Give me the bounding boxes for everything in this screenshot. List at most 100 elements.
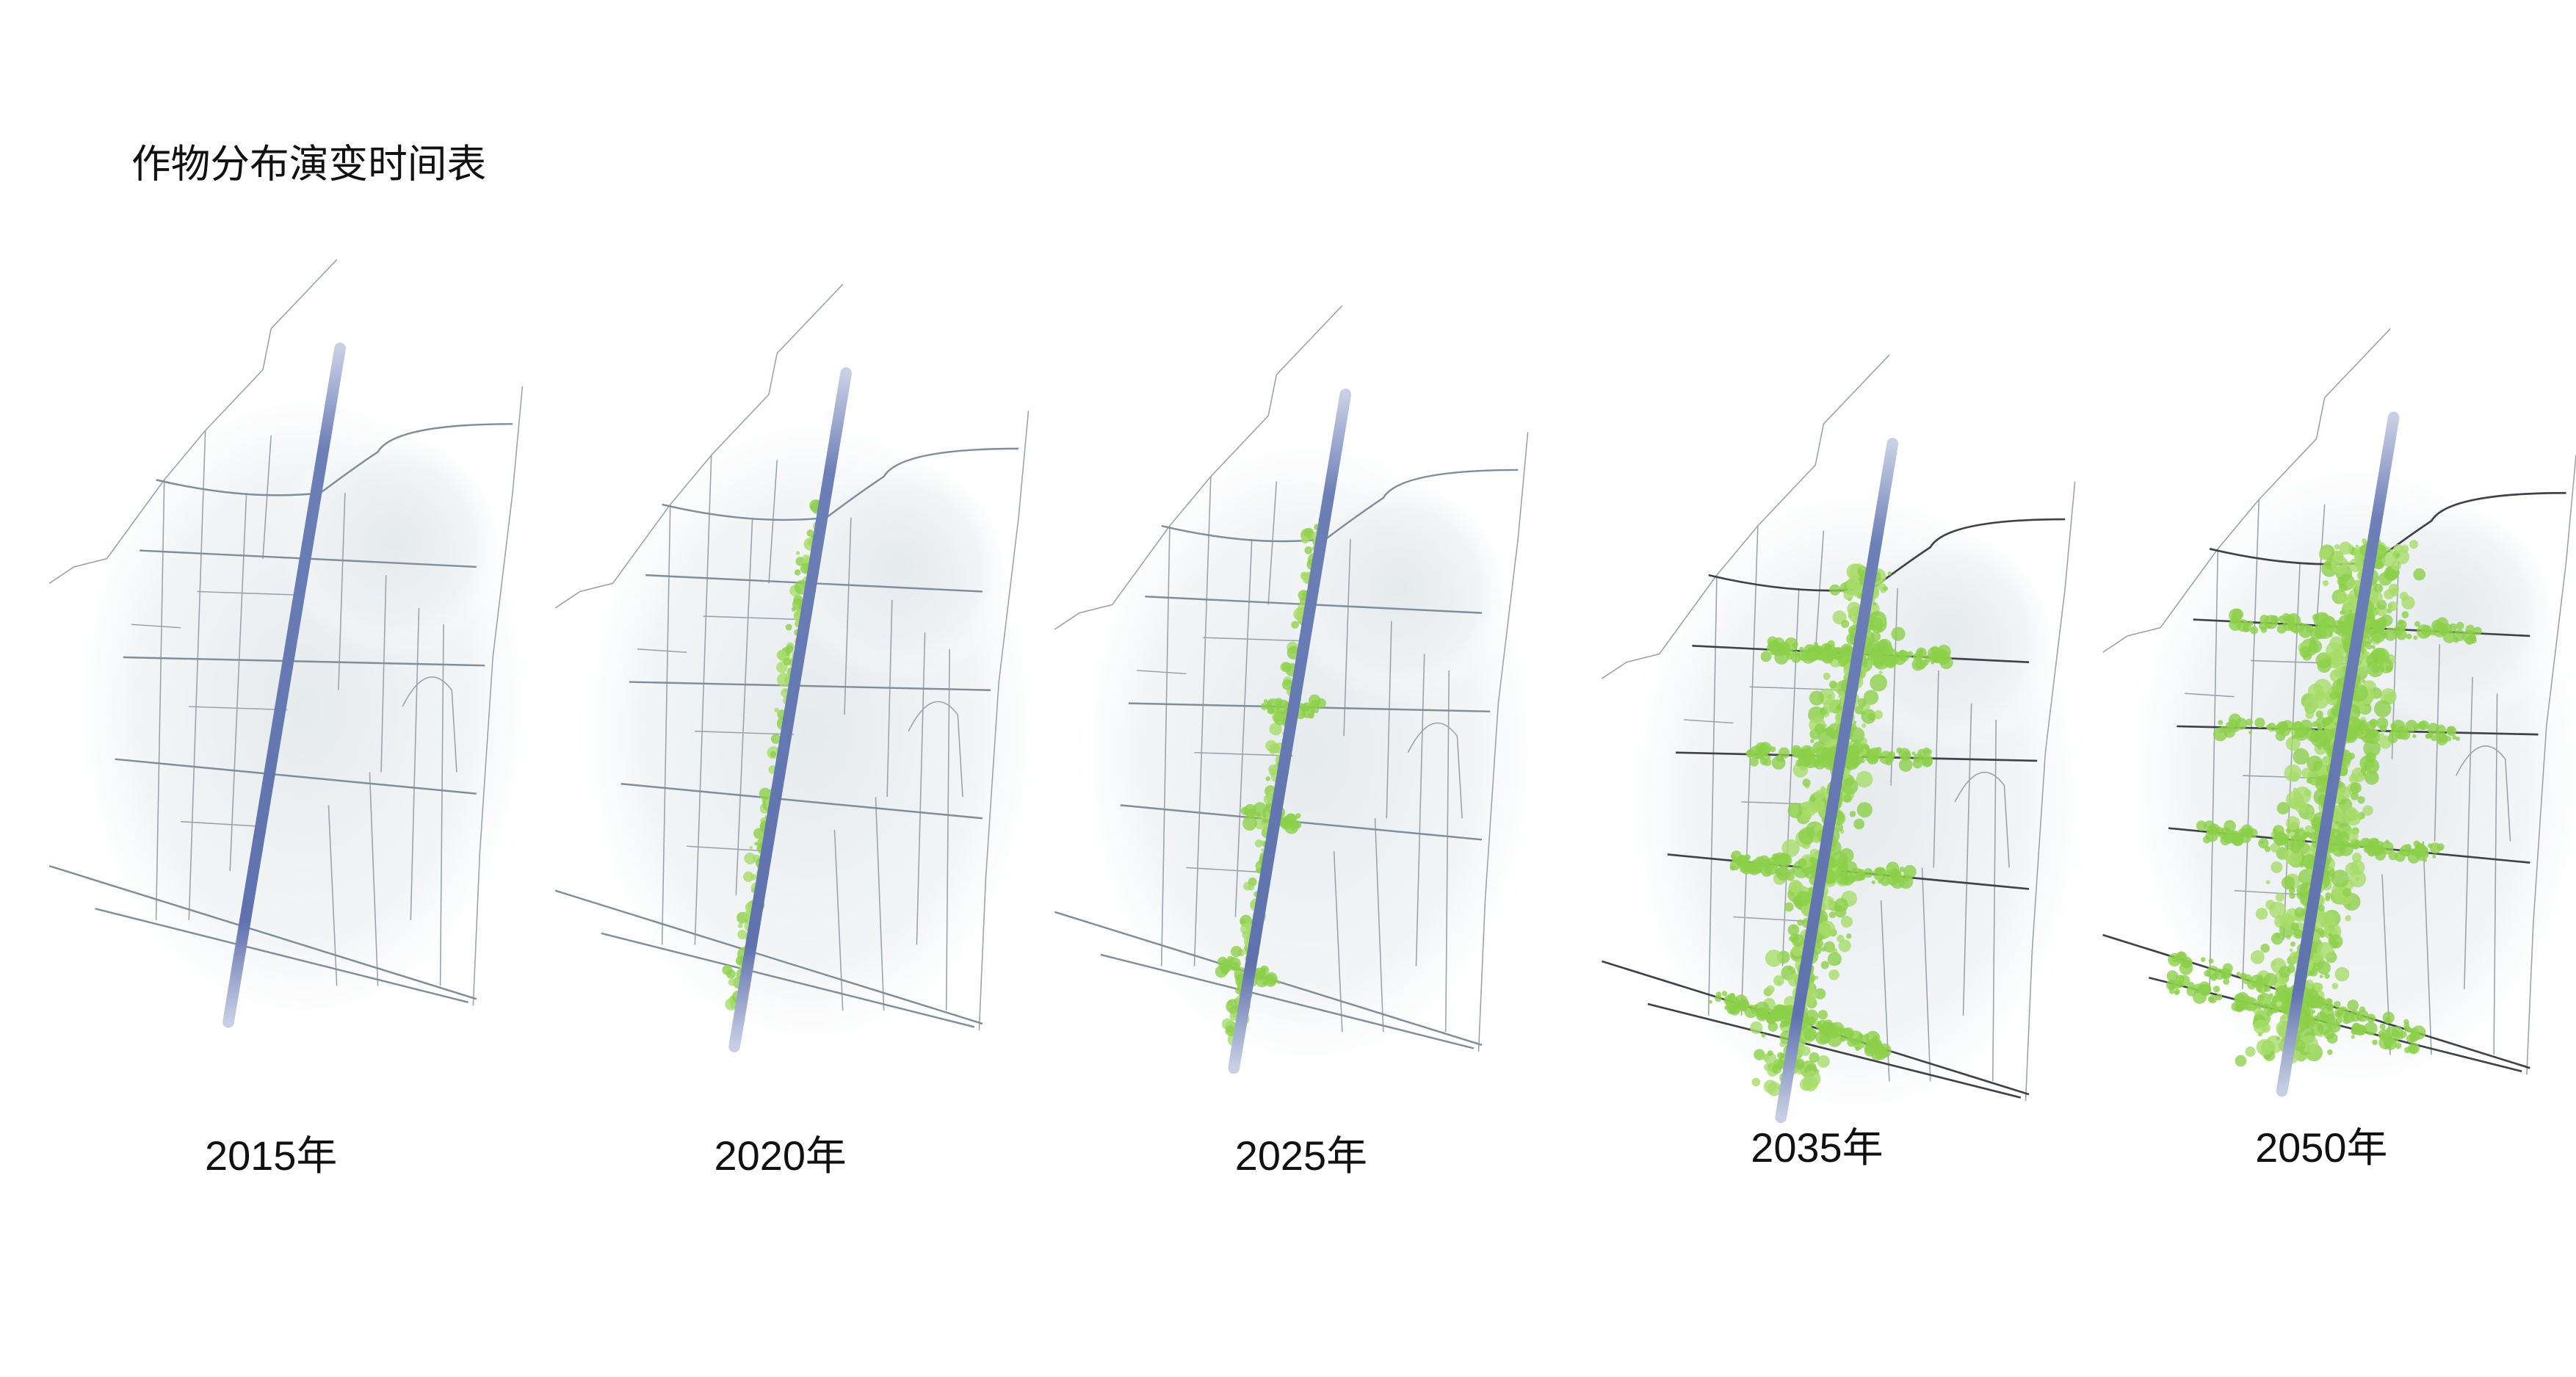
- crop-cluster: [1760, 651, 1772, 662]
- map-panel: [1054, 305, 1556, 1098]
- crop-cluster: [1856, 802, 1873, 818]
- crop-cluster: [2381, 847, 2387, 852]
- crop-cluster: [1754, 1049, 1765, 1060]
- street: [768, 460, 778, 584]
- crop-cluster: [2317, 961, 2331, 975]
- river: [728, 367, 853, 1053]
- crop-cluster: [2168, 953, 2182, 966]
- crop-cluster: [2293, 929, 2304, 939]
- year-label: 2025年: [1235, 1132, 1367, 1179]
- crop-cluster: [2342, 1016, 2351, 1024]
- crop-cluster: [2248, 828, 2258, 839]
- crop-cluster: [783, 657, 792, 666]
- crop-cluster: [2290, 941, 2296, 947]
- crop-cluster: [2326, 642, 2342, 659]
- crop-cluster: [1736, 855, 1749, 869]
- crop-cluster: [1787, 924, 1800, 936]
- crop-cluster: [2290, 842, 2302, 853]
- main-road: [554, 889, 983, 1025]
- crop-cluster: [785, 624, 792, 631]
- crop-cluster: [1762, 1053, 1770, 1061]
- street: [380, 575, 387, 773]
- crop-cluster: [1825, 1024, 1829, 1030]
- crop-cluster: [1870, 673, 1887, 692]
- crop-cluster: [2186, 986, 2197, 997]
- crop-cluster: [2368, 693, 2375, 700]
- crop-cluster: [2353, 579, 2359, 586]
- crop-cluster: [1818, 920, 1836, 938]
- crop-cluster: [2279, 966, 2291, 978]
- crop-cluster: [1898, 758, 1913, 773]
- crop-cluster: [1834, 688, 1839, 693]
- crop-cluster: [1260, 703, 1268, 710]
- crop-cluster: [1771, 1063, 1782, 1074]
- crop-cluster: [1849, 811, 1856, 817]
- crop-cluster: [1878, 879, 1882, 884]
- crop-cluster: [1782, 1019, 1791, 1027]
- crop-cluster: [2378, 848, 2383, 853]
- crop-cluster: [2359, 1006, 2366, 1013]
- crop-cluster: [1215, 965, 1228, 978]
- crop-cluster: [1295, 813, 1301, 819]
- crop-cluster: [1846, 933, 1852, 939]
- crop-cluster: [2384, 627, 2398, 641]
- crop-cluster: [1765, 950, 1783, 967]
- crop-cluster: [2220, 968, 2232, 980]
- crop-cluster: [1901, 751, 1911, 761]
- crop-cluster: [2255, 907, 2268, 920]
- crop-cluster: [1823, 672, 1831, 680]
- crop-cluster: [2359, 720, 2368, 729]
- crop-cluster: [2290, 922, 2299, 931]
- crop-cluster: [2328, 629, 2333, 635]
- boundary: [2526, 455, 2576, 1075]
- crop-cluster: [1917, 748, 1927, 758]
- crop-cluster: [2364, 1022, 2378, 1036]
- crop-cluster: [2282, 612, 2290, 621]
- crop-cluster: [2285, 736, 2301, 751]
- crop-cluster: [1868, 648, 1879, 659]
- crop-cluster: [2289, 798, 2301, 809]
- crop-cluster: [2473, 626, 2482, 635]
- crop-cluster: [1231, 961, 1240, 972]
- crop-cluster: [2218, 720, 2224, 726]
- crop-cluster: [2326, 1049, 2333, 1055]
- crop-cluster: [1879, 661, 1884, 665]
- crop-cluster: [759, 787, 771, 800]
- crop-cluster: [1878, 671, 1883, 675]
- crop-cluster: [2310, 817, 2320, 827]
- crop-cluster: [1828, 969, 1839, 980]
- crop-cluster: [2265, 623, 2272, 629]
- map-haze: [279, 427, 510, 657]
- crop-cluster: [1842, 646, 1850, 654]
- crop-cluster: [2255, 1002, 2262, 1009]
- crop-cluster: [1316, 698, 1326, 709]
- crop-cluster: [1780, 1052, 1786, 1058]
- crop-cluster: [1820, 643, 1833, 655]
- crop-cluster: [2425, 734, 2431, 739]
- crop-cluster: [1809, 856, 1817, 864]
- crop-cluster: [1802, 778, 1811, 787]
- crop-cluster: [2339, 541, 2353, 555]
- map-haze: [785, 452, 1016, 682]
- crop-cluster: [1823, 699, 1837, 713]
- crop-cluster: [1826, 748, 1834, 756]
- street: [2185, 693, 2235, 698]
- street: [338, 493, 346, 690]
- crop-cluster: [2331, 654, 2346, 670]
- crop-cluster: [1817, 1010, 1828, 1020]
- crop-cluster: [2317, 1000, 2327, 1010]
- crop-cluster: [737, 923, 743, 928]
- crop-cluster: [2276, 801, 2290, 814]
- main-road: [2209, 491, 2566, 565]
- crop-cluster: [1265, 776, 1270, 781]
- crop-cluster: [2371, 619, 2380, 628]
- crop-cluster: [2307, 755, 2323, 772]
- crop-cluster: [1308, 712, 1315, 719]
- street: [1267, 481, 1278, 605]
- crop-cluster: [1823, 941, 1836, 953]
- crop-cluster: [1300, 535, 1309, 544]
- boundary: [1601, 354, 1890, 679]
- crop-cluster: [1812, 836, 1819, 842]
- main-road: [115, 758, 477, 795]
- crop-cluster: [744, 852, 756, 865]
